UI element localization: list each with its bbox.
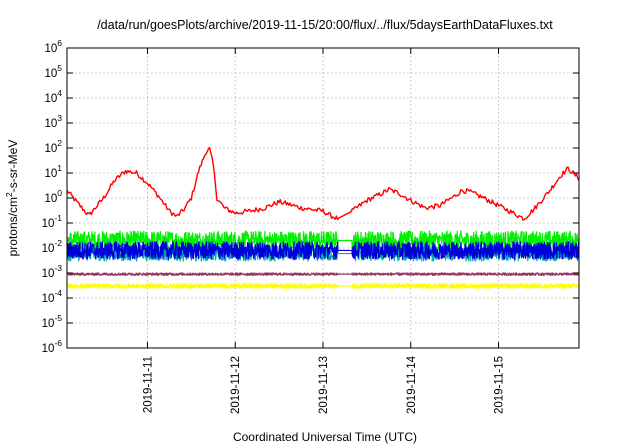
series-line-6	[66, 272, 580, 276]
y-tick-label: 10-6	[42, 338, 63, 355]
y-tick-label: 103	[44, 113, 62, 130]
y-axis-label-suffix: -s-sr-MeV	[6, 140, 20, 193]
series-line-1	[66, 146, 580, 221]
y-tick-label: 10-3	[42, 263, 63, 280]
y-tick-label: 105	[44, 63, 62, 80]
y-tick-label: 10-4	[42, 288, 63, 305]
x-tick-label: 2019-11-15	[494, 356, 506, 414]
series-layer	[66, 146, 580, 289]
y-axis-label-exponent: 2	[4, 192, 14, 197]
tick-layer: 10-6 10-5 10-4 10-3 10-2 10-1 100 101 102 103 104 1…	[42, 38, 579, 414]
y-tick-label: 10-1	[42, 213, 63, 230]
y-axis-label: protons/cm2-s-sr-MeV	[4, 140, 20, 257]
y-tick-label: 104	[44, 88, 62, 105]
y-tick-label: 102	[44, 138, 62, 155]
y-tick-label: 10-2	[42, 238, 63, 255]
x-tick-label: 2019-11-14	[406, 355, 418, 414]
x-tick-label: 2019-11-11	[142, 356, 154, 413]
y-tick-label: 100	[44, 188, 62, 205]
series-line-5	[66, 283, 580, 289]
grid-layer	[67, 48, 579, 348]
x-tick-label: 2019-11-12	[230, 356, 242, 414]
x-tick-label: 2019-11-13	[318, 356, 330, 414]
chart-title: /data/run/goesPlots/archive/2019-11-15/2…	[97, 18, 553, 32]
x-axis-label: Coordinated Universal Time (UTC)	[233, 430, 417, 444]
series-line-4	[66, 241, 580, 260]
y-axis-label-unit: protons/cm	[6, 197, 20, 256]
y-tick-label: 101	[44, 163, 62, 180]
y-tick-label: 10-5	[42, 313, 63, 330]
y-tick-label: 106	[44, 38, 62, 55]
